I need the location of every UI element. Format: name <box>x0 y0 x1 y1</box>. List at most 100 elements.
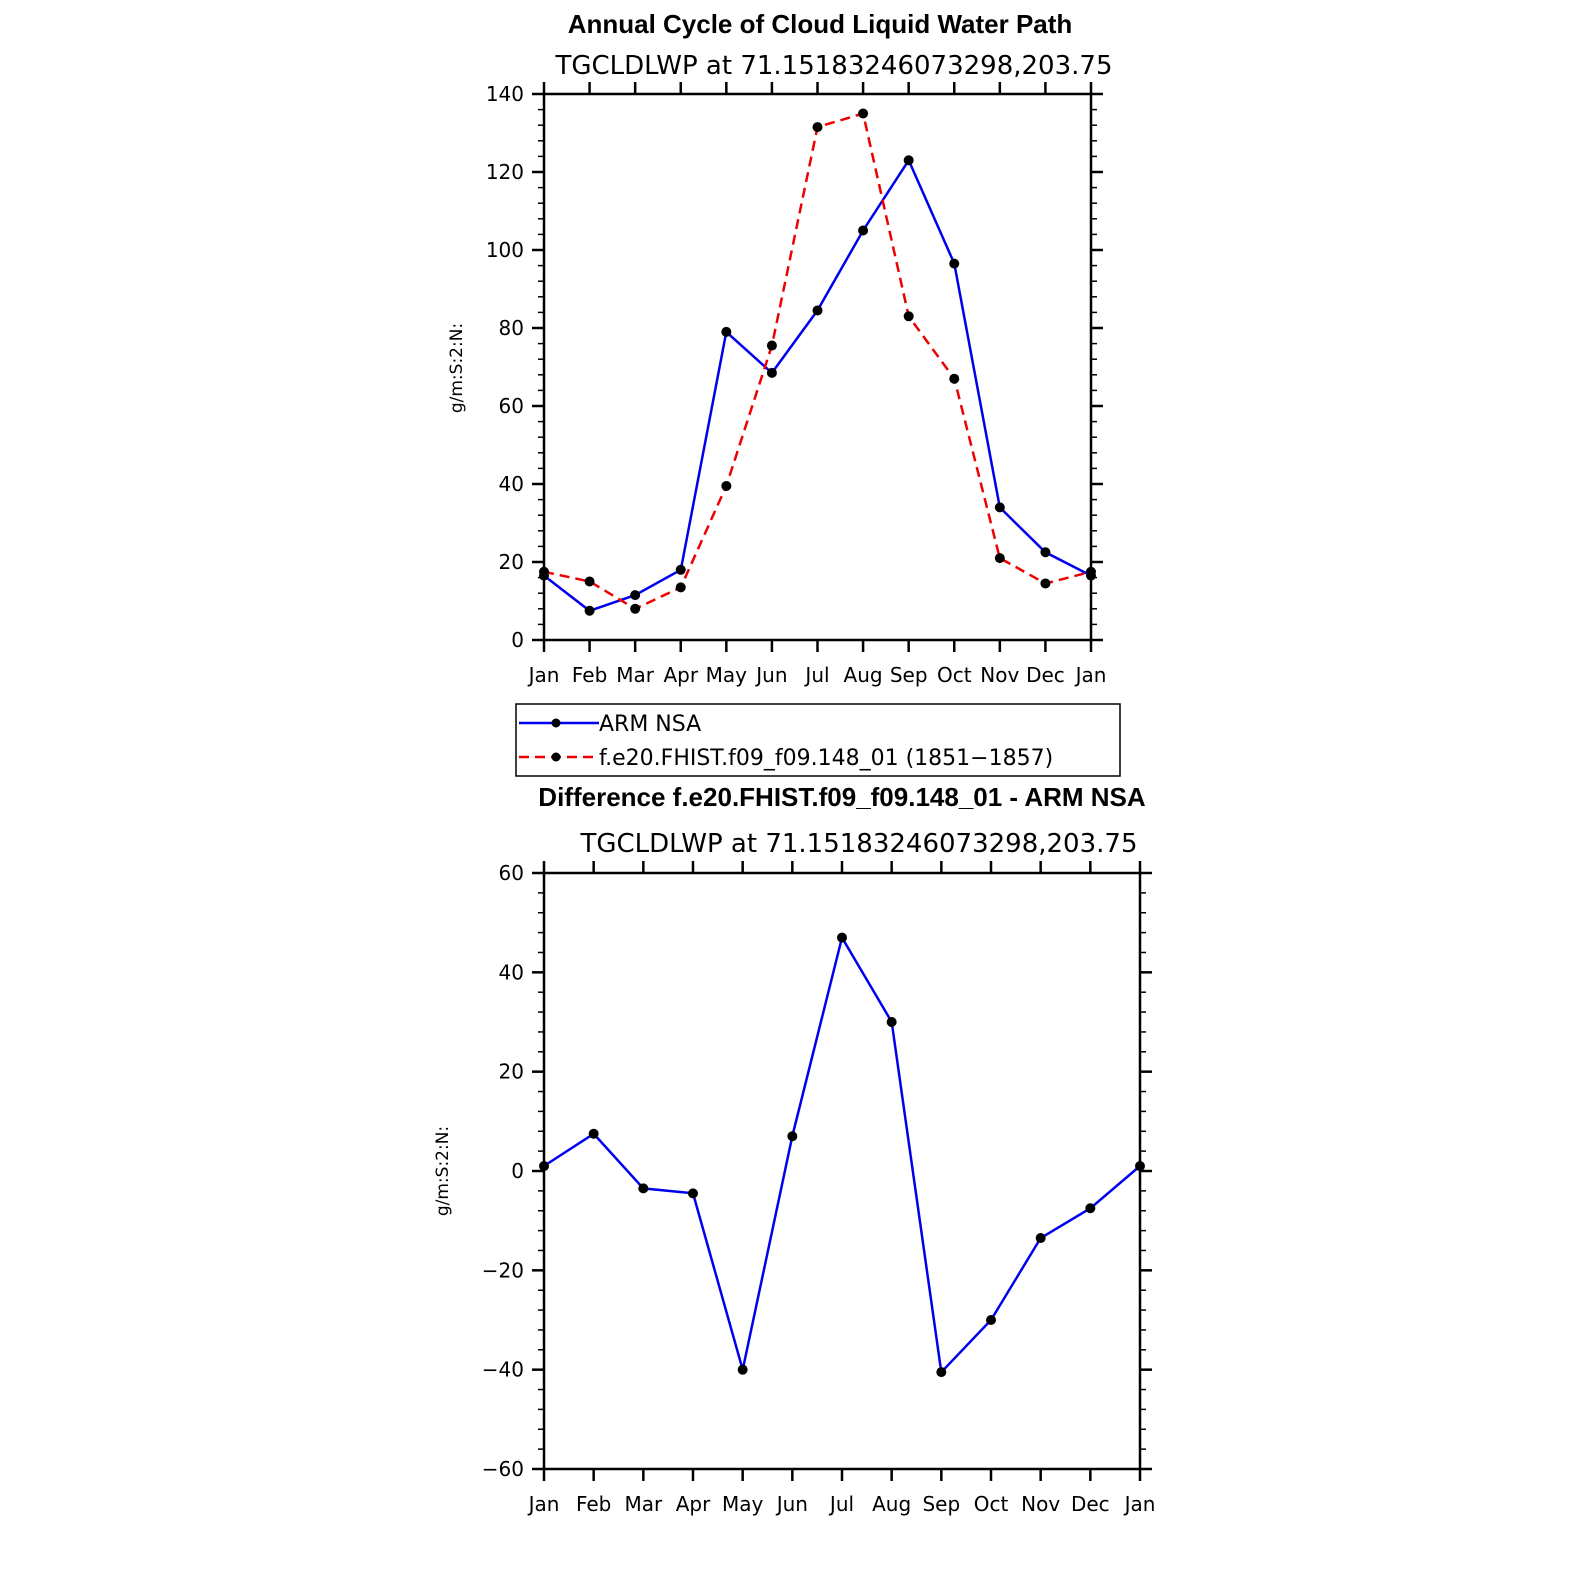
chart2-series-0-point <box>539 1161 549 1172</box>
chart1-legend: ARM NSA f.e20.FHIST.f09_f09.148_01 (1851… <box>515 703 1121 777</box>
chart1-ytick-label: 40 <box>499 472 524 496</box>
chart2-series-0-point <box>688 1188 698 1199</box>
chart2-xtick-label: Dec <box>1071 1492 1110 1516</box>
chart2-axes: −60 −40 −20 0 20 40 60 Jan Feb Mar Apr May Jun Jul Aug… <box>482 861 1155 1516</box>
chart2-series-0-point <box>886 1017 897 1027</box>
chart2-series-0-point <box>1135 1161 1145 1172</box>
chart1-ytick-label: 20 <box>499 550 524 574</box>
chart2-subtitle: TGCLDLWP at 71.15183246073298,203.75 <box>579 829 1137 859</box>
chart2-series-0-point <box>638 1183 649 1194</box>
chart1-xtick-label: Nov <box>980 663 1019 687</box>
chart2-xtick-label: Sep <box>922 1492 960 1516</box>
chart1-series-0-point <box>812 305 823 316</box>
chart2-xtick-label: Feb <box>576 1492 611 1516</box>
chart2-xtick-label: Oct <box>974 1492 1009 1516</box>
chart2-xtick-label: Jan <box>527 1492 560 1516</box>
chart1-xtick-label: Oct <box>937 663 972 687</box>
chart2-ytick-label: 60 <box>499 861 524 885</box>
chart1-ytick-label: 100 <box>486 238 524 262</box>
chart2-series-0-point <box>1085 1203 1096 1214</box>
chart1-series-1-point <box>630 603 641 614</box>
chart1-series-0-point <box>630 590 641 601</box>
chart2-series-0-point <box>1035 1233 1046 1244</box>
chart1-series-1-point <box>1086 566 1096 577</box>
chart2-ytick-label: −20 <box>482 1258 524 1282</box>
chart-annual-cycle: Annual Cycle of Cloud Liquid Water Path … <box>447 9 1121 777</box>
chart2-ytick-label: 0 <box>511 1159 524 1183</box>
chart1-xtick-label: Jan <box>1074 663 1107 687</box>
chart2-series-0-point <box>588 1128 599 1139</box>
chart1-ytick-label: 80 <box>499 316 524 340</box>
chart1-subtitle: TGCLDLWP at 71.15183246073298,203.75 <box>554 51 1112 81</box>
chart1-series-0-point <box>675 564 686 575</box>
chart1-xtick-label: Apr <box>663 663 698 687</box>
chart1-ytick-label: 120 <box>486 160 524 184</box>
chart1-ytick-label: 60 <box>499 394 524 418</box>
chart1-xtick-label: May <box>706 663 748 687</box>
chart1-series-0-point <box>858 225 869 236</box>
chart1-xtick-label: Aug <box>844 663 883 687</box>
chart2-xtick-label: May <box>722 1492 764 1516</box>
legend-swatch-model-marker <box>551 752 561 762</box>
chart1-series-0-point <box>766 367 777 378</box>
legend-label-model: f.e20.FHIST.f09_f09.148_01 (1851−1857) <box>599 746 1053 771</box>
chart1-series-0-point <box>949 258 960 269</box>
chart1-ytick-label: 0 <box>511 628 524 652</box>
chart2-ytick-label: −60 <box>482 1457 524 1481</box>
chart1-series-1-point <box>903 311 914 322</box>
chart2-xtick-label: Apr <box>676 1492 711 1516</box>
chart1-series-1-point <box>994 553 1005 564</box>
chart1-series <box>539 108 1096 616</box>
legend-label-arm: ARM NSA <box>599 712 701 737</box>
chart1-series-1-point <box>812 122 823 133</box>
chart1-series-0-point <box>1040 547 1051 558</box>
chart1-series-1-point <box>949 373 960 384</box>
chart1-xtick-label: Feb <box>572 663 607 687</box>
chart1-xtick-label: Jan <box>527 663 560 687</box>
chart2-plot-frame <box>542 871 1142 1471</box>
chart2-xtick-label: Nov <box>1021 1492 1060 1516</box>
chart2-xtick-label: Aug <box>872 1492 911 1516</box>
chart2-ylabel: g/m:S:2:N: <box>433 1126 453 1216</box>
chart1-title: Annual Cycle of Cloud Liquid Water Path <box>568 9 1073 39</box>
chart2-series-0-point <box>787 1131 798 1142</box>
chart1-series-1-point <box>539 566 549 577</box>
chart1-series-1-point <box>858 108 869 119</box>
chart2-xtick-label: Jun <box>775 1492 808 1516</box>
chart1-series-0-point <box>994 502 1005 513</box>
chart1-series-line-0 <box>543 157 1092 613</box>
chart2-series-0-point <box>737 1364 748 1375</box>
chart1-plot-frame <box>542 92 1093 642</box>
chart2-series-0-point <box>837 932 847 943</box>
chart1-series-1-point <box>1040 578 1051 589</box>
chart1-series-1-point <box>721 480 732 491</box>
chart2-xtick-label: Mar <box>624 1492 663 1516</box>
chart2-series-line-0 <box>543 934 1141 1375</box>
chart1-series-1-point <box>766 340 777 351</box>
chart1-xtick-label: Dec <box>1026 663 1065 687</box>
chart2-series-0-point <box>986 1315 996 1325</box>
chart1-ylabel: g/m:S:2:N: <box>447 323 467 413</box>
chart1-series-1-point <box>675 582 686 593</box>
chart1-series-0-point <box>721 326 732 337</box>
legend-box <box>515 703 1121 777</box>
legend-swatch-arm-marker <box>551 718 561 728</box>
chart1-series-0-point <box>903 155 914 166</box>
chart2-title: Difference f.e20.FHIST.f09_f09.148_01 - … <box>538 782 1146 812</box>
chart2-ytick-label: −40 <box>482 1358 524 1382</box>
chart1-xtick-label: Jun <box>754 663 787 687</box>
chart2-xtick-label: Jul <box>828 1492 854 1516</box>
chart1-axes: 0 20 40 60 80 100 120 140 Jan Feb Mar Apr May Jun Jul A… <box>486 82 1107 687</box>
chart1-ytick-label: 140 <box>486 82 524 106</box>
chart2-series <box>539 932 1145 1378</box>
chart1-series-line-1 <box>543 111 1092 611</box>
chart2-ytick-label: 20 <box>499 1060 524 1084</box>
chart1-series-1-point <box>584 576 595 587</box>
chart2-ytick-label: 40 <box>499 960 524 984</box>
chart1-series-0-point <box>584 605 595 616</box>
chart2-series-0-point <box>936 1367 947 1378</box>
chart1-xtick-label: Jul <box>803 663 829 687</box>
chart1-xtick-label: Mar <box>616 663 655 687</box>
chart-difference: Difference f.e20.FHIST.f09_f09.148_01 - … <box>433 782 1155 1516</box>
